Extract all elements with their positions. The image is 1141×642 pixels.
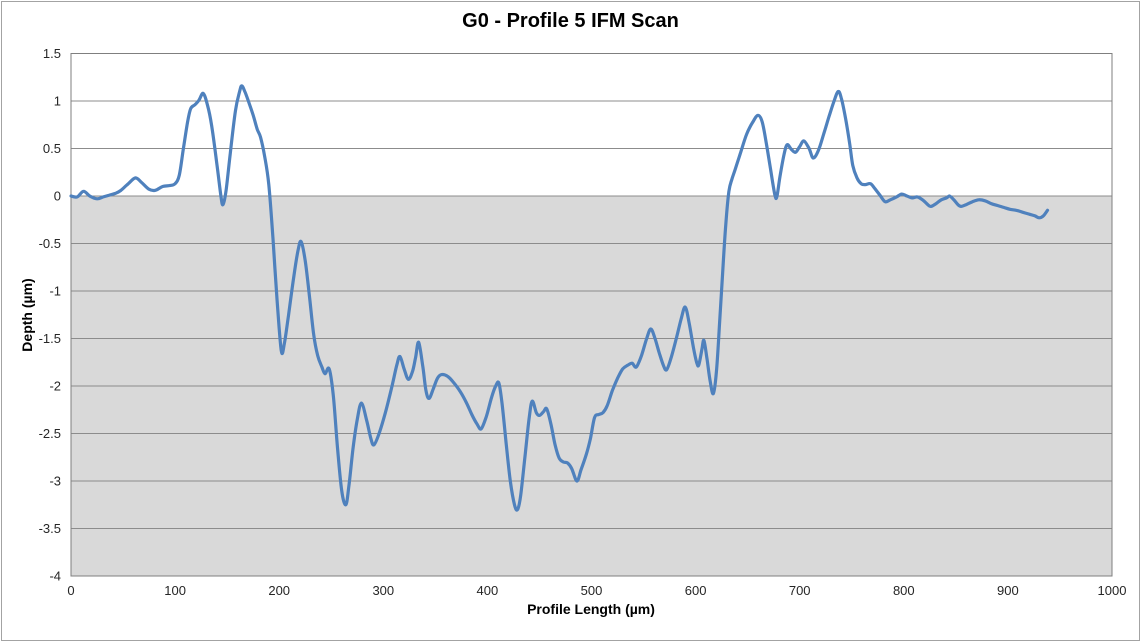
x-tick-label: 900 [997, 583, 1019, 598]
chart-title: G0 - Profile 5 IFM Scan [462, 10, 679, 32]
y-tick-label: 0.5 [43, 141, 61, 156]
y-axis-title: Depth (µm) [19, 278, 35, 352]
x-tick-label: 0 [67, 583, 74, 598]
y-tick-label: 1.5 [43, 46, 61, 61]
x-tick-label: 200 [268, 583, 290, 598]
profile-line [69, 84, 1050, 512]
x-tick-label: 400 [477, 583, 499, 598]
y-tick-label: -0.5 [39, 236, 61, 251]
y-tick-label: -1 [49, 284, 61, 299]
y-tick-label: -3.5 [39, 521, 61, 536]
y-tick-label: -3 [49, 474, 61, 489]
x-tick-label: 100 [164, 583, 186, 598]
x-tick-label: 700 [789, 583, 811, 598]
x-tick-label: 500 [581, 583, 603, 598]
y-tick-label: -2.5 [39, 426, 61, 441]
x-tick-label: 300 [372, 583, 394, 598]
y-tick-label: 0 [54, 189, 61, 204]
y-tick-label: 1 [54, 94, 61, 109]
y-tick-label: -4 [49, 569, 61, 584]
x-tick-label: 1000 [1098, 583, 1127, 598]
plot-border [70, 53, 1113, 577]
x-axis-title: Profile Length (µm) [527, 601, 655, 617]
y-tick-label: -2 [49, 379, 61, 394]
x-tick-label: 800 [893, 583, 915, 598]
y-tick-label: -1.5 [39, 331, 61, 346]
x-tick-label: 600 [685, 583, 707, 598]
